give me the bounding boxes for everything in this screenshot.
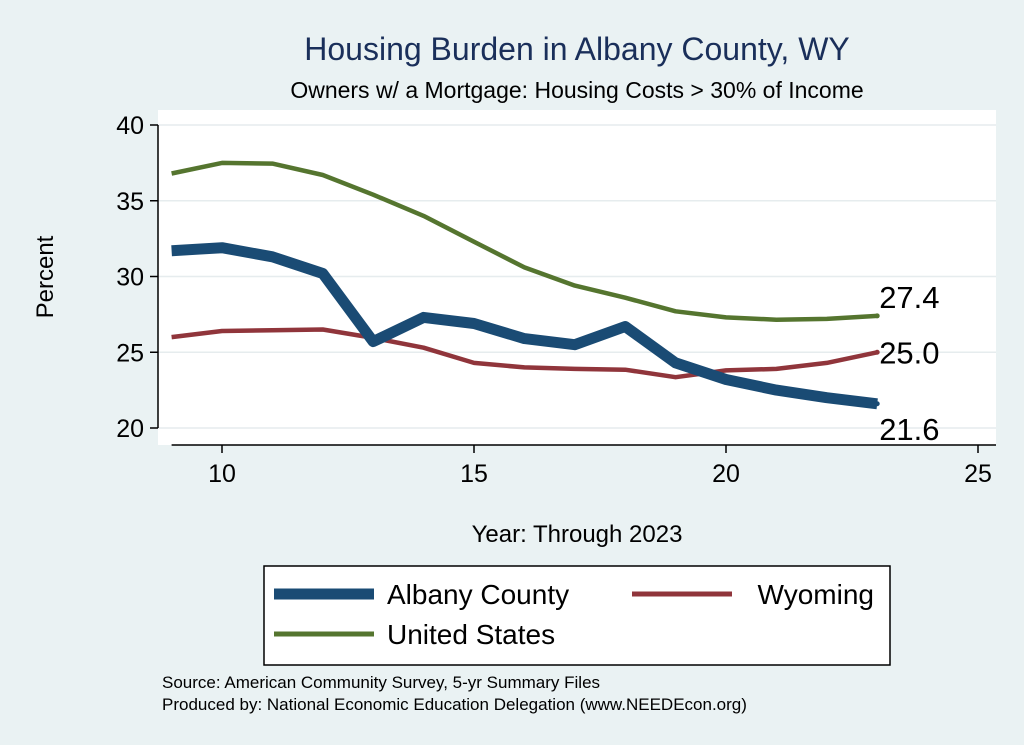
series-line-united-states — [171, 160, 878, 322]
end-label: 27.4 — [879, 280, 939, 315]
series-end-point — [874, 401, 880, 407]
x-tick-label: 15 — [460, 460, 488, 488]
x-axis-title: Year: Through 2023 — [472, 521, 683, 548]
legend-label: Albany County — [387, 579, 569, 610]
legend-box — [263, 565, 891, 666]
end-label: 21.6 — [879, 412, 939, 447]
y-tick-label: 35 — [116, 188, 144, 216]
y-axis-title: Percent — [32, 235, 59, 318]
x-tick-label: 10 — [208, 460, 236, 488]
series-end-point — [874, 313, 880, 319]
y-tick-label: 25 — [116, 339, 144, 367]
gridlines — [158, 124, 996, 429]
legend-label: United States — [387, 619, 555, 650]
series-line-wyoming — [171, 327, 878, 380]
x-tick-label: 20 — [712, 460, 740, 488]
x-tick-label: 25 — [964, 460, 992, 488]
chart-subtitle: Owners w/ a Mortgage: Housing Costs > 30… — [290, 77, 863, 103]
series-line-albany-county — [171, 242, 878, 410]
end-label: 25.0 — [879, 335, 939, 370]
produced-note: Produced by: National Economic Education… — [162, 695, 747, 714]
legend-label: Wyoming — [758, 579, 874, 610]
y-tick-label: 30 — [116, 264, 144, 292]
y-tick-label: 40 — [116, 112, 144, 140]
end-labels: 21.6 25.0 27.4 — [879, 280, 939, 447]
series-end-point — [874, 349, 880, 355]
plot-area — [158, 110, 996, 445]
axes: 20 25 30 35 40 10 15 20 25 — [116, 112, 996, 488]
source-note: Source: American Community Survey, 5-yr … — [162, 673, 600, 692]
legend: Albany County Wyoming United States — [274, 579, 874, 650]
y-tick-label: 20 — [116, 415, 144, 443]
series-lines — [171, 160, 880, 410]
chart-title: Housing Burden in Albany County, WY — [304, 31, 849, 67]
